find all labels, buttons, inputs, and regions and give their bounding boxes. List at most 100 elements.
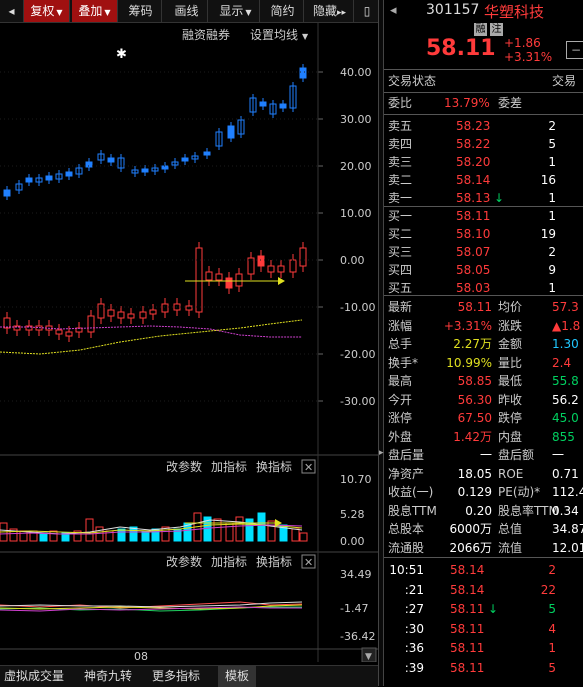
candle	[235, 273, 243, 287]
sub1-swap-indicator[interactable]: 换指标	[256, 459, 292, 474]
stat-value: 10.99%	[446, 355, 492, 370]
overlay-button[interactable]: 叠加 ▼	[72, 0, 118, 22]
bid-row[interactable]: 买一	[388, 207, 412, 226]
close-icon[interactable]: ✕	[304, 556, 313, 569]
bid-row[interactable]: 买四	[388, 261, 412, 280]
stat-label: 总股本	[388, 522, 425, 536]
bid-row[interactable]: 买五	[388, 279, 412, 298]
stat-value: ▲1.8	[552, 318, 581, 333]
sub2-change-params[interactable]: 改参数	[166, 554, 202, 569]
volume-bar	[161, 526, 170, 542]
y-tick-label: 10.00	[340, 207, 372, 220]
tick-volume: 1	[548, 641, 556, 655]
candle	[257, 255, 265, 267]
shenqi-tab[interactable]: 神奇九转	[84, 669, 133, 683]
margin-trading-link[interactable]: 融资融券	[182, 27, 230, 42]
chips-button[interactable]: 筹码	[120, 0, 162, 22]
sub1-change-params[interactable]: 改参数	[166, 459, 202, 474]
chart-area[interactable]: 融资融券 设置均线 ▼ ✱ 40.00 30.00 20.00 10.00 0.00 -1…	[0, 22, 378, 662]
candle	[237, 119, 245, 135]
candle	[249, 97, 257, 113]
ask-row[interactable]: 卖三	[388, 153, 412, 172]
restore-rights-button[interactable]: 复权 ▼	[24, 0, 70, 22]
sub2-add-indicator[interactable]: 加指标	[211, 554, 247, 569]
more-indicators-tab[interactable]: 更多指标	[152, 669, 201, 683]
bid-level-label: 买二	[388, 227, 413, 241]
bid-row[interactable]: 买三	[388, 243, 412, 262]
tick-price: 58.14	[450, 582, 485, 597]
candle	[35, 177, 43, 183]
stock-code: 301157	[426, 2, 480, 18]
panel-icon: ▯	[363, 4, 371, 18]
candle	[161, 165, 169, 170]
stat-value: 55.8	[552, 374, 579, 388]
candle	[149, 309, 157, 315]
volume-bar	[49, 530, 58, 542]
sub2-close-icon[interactable]	[301, 554, 316, 569]
back-arrow-button[interactable]: ◂	[0, 0, 24, 22]
volume-bar	[213, 518, 222, 542]
ask-row[interactable]: 卖五	[388, 117, 412, 136]
sidebar-toggle-button[interactable]: ▯	[356, 0, 378, 22]
arrow-head-icon	[278, 277, 285, 285]
candle	[3, 189, 11, 197]
candle	[289, 85, 297, 109]
sub1-close-icon[interactable]	[301, 459, 316, 474]
hide-button[interactable]: 隐藏▸▸	[306, 0, 354, 22]
volume-bar	[299, 532, 308, 542]
close-icon[interactable]: ✕	[304, 461, 313, 474]
draw-line-button[interactable]: 画线	[166, 0, 208, 22]
virtual-volume-tab[interactable]: 虚拟成交量	[4, 669, 65, 683]
stat-value: 45.0	[552, 411, 579, 425]
price-change: +1.86	[504, 36, 541, 50]
stat-label: 金额	[498, 337, 523, 351]
scroll-down-button[interactable]	[361, 647, 377, 662]
candle	[87, 315, 95, 333]
tick-price: 58.11	[450, 660, 485, 675]
ask-row[interactable]: 卖一	[388, 189, 412, 208]
main-candles	[3, 64, 307, 342]
set-ma-link[interactable]: 设置均线	[250, 28, 298, 42]
candle	[299, 247, 307, 267]
down-arrow-icon: ↓	[494, 191, 505, 205]
bid-level-label: 买五	[388, 281, 413, 295]
candle	[65, 331, 73, 337]
template-tab[interactable]: 模板	[218, 666, 256, 687]
stat-label: 盘后量	[388, 448, 425, 462]
ask-row[interactable]: 卖四	[388, 135, 412, 154]
star-marker-icon: ✱	[116, 47, 127, 62]
sub2-line-purple	[0, 606, 302, 612]
bid-volume: 1	[548, 281, 556, 295]
bid-row[interactable]: 买二	[388, 225, 412, 244]
bid-price: 58.03	[456, 281, 491, 295]
prev-stock-icon[interactable]: ◂	[390, 3, 397, 18]
ask-price: 58.13	[456, 191, 491, 205]
candle	[203, 151, 211, 156]
stat-value: 0.20	[465, 503, 492, 518]
candle	[289, 259, 297, 273]
stat-label: 跌停	[498, 411, 523, 425]
panel-divider[interactable]: ▸	[378, 0, 384, 686]
tick-volume: 22	[540, 582, 556, 597]
candle	[97, 153, 105, 161]
tick-price: 58.14	[450, 563, 485, 577]
minus-icon[interactable]: −	[566, 41, 583, 59]
candle	[299, 67, 307, 79]
sub2-line-yellow	[0, 604, 303, 610]
stat-label: 昨收	[498, 392, 523, 407]
display-button[interactable]: 显示 ▼	[212, 0, 260, 22]
ask-level-label: 卖三	[388, 155, 413, 169]
sub2-swap-indicator[interactable]: 换指标	[256, 554, 292, 569]
ask-row[interactable]: 卖二	[388, 171, 412, 190]
volume-bar	[267, 520, 276, 542]
main-y-axis: 40.00 30.00 20.00 10.00 0.00 -10.00 -20.00 -30.…	[318, 66, 375, 408]
dropdown-icon: ▼	[302, 32, 309, 41]
ask-volume: 2	[548, 119, 556, 133]
candle	[75, 167, 83, 175]
stat-label: PE(动)*	[498, 485, 541, 499]
tick-arrow-icon: ↓	[488, 602, 499, 616]
simple-button[interactable]: 简约	[262, 0, 304, 22]
candle	[205, 271, 213, 281]
sub1-add-indicator[interactable]: 加指标	[211, 459, 247, 474]
stat-value: 0.71	[552, 466, 579, 481]
